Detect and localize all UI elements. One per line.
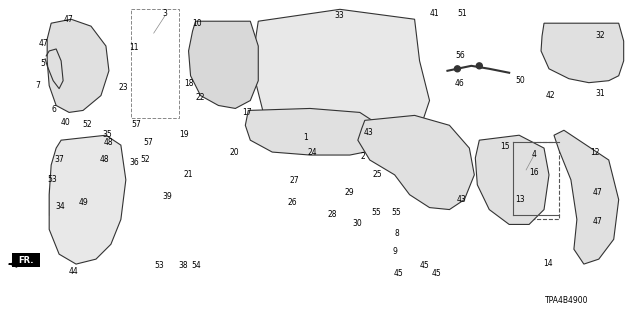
Text: 49: 49 (78, 198, 88, 207)
PathPatch shape (245, 108, 385, 155)
Text: 3: 3 (162, 9, 167, 18)
Text: 6: 6 (52, 106, 56, 115)
Text: TPA4B4900: TPA4B4900 (545, 296, 589, 305)
Text: 25: 25 (373, 170, 383, 179)
PathPatch shape (358, 116, 474, 210)
Text: 12: 12 (590, 148, 600, 157)
Text: 43: 43 (364, 128, 374, 137)
Text: 26: 26 (287, 198, 297, 207)
Text: 8: 8 (394, 229, 399, 238)
Text: 2: 2 (360, 152, 365, 161)
Text: 40: 40 (60, 118, 70, 127)
Text: 9: 9 (392, 247, 397, 256)
Text: FR.: FR. (19, 256, 34, 265)
Text: 23: 23 (118, 83, 127, 92)
Text: 47: 47 (593, 218, 603, 227)
Text: 16: 16 (529, 168, 539, 177)
PathPatch shape (47, 19, 109, 112)
Text: 48: 48 (104, 138, 114, 147)
Text: 39: 39 (163, 192, 173, 201)
PathPatch shape (476, 135, 549, 224)
Text: 46: 46 (454, 79, 464, 88)
Text: 52: 52 (140, 155, 150, 164)
Text: 57: 57 (143, 138, 152, 147)
Text: 30: 30 (352, 220, 362, 228)
Text: 32: 32 (595, 31, 605, 40)
Text: 45: 45 (394, 269, 404, 278)
Text: 55: 55 (371, 208, 381, 217)
Text: 48: 48 (100, 155, 109, 164)
Text: 55: 55 (392, 208, 401, 217)
Text: 56: 56 (456, 51, 465, 60)
Text: 31: 31 (595, 89, 605, 98)
Text: 42: 42 (545, 91, 555, 100)
Text: 10: 10 (192, 19, 202, 28)
Text: 24: 24 (307, 148, 317, 157)
Text: 21: 21 (184, 170, 193, 179)
Text: 22: 22 (196, 92, 205, 101)
Text: 38: 38 (179, 261, 188, 270)
Text: 7: 7 (36, 81, 41, 90)
Text: 54: 54 (191, 261, 202, 270)
Text: 28: 28 (327, 210, 337, 219)
Text: 35: 35 (102, 130, 112, 139)
Bar (131, 9, 179, 118)
Text: 14: 14 (543, 259, 553, 268)
Text: 19: 19 (179, 130, 188, 139)
Text: 47: 47 (63, 15, 73, 24)
Text: 4: 4 (532, 150, 536, 159)
Text: 44: 44 (68, 267, 78, 276)
Text: 45: 45 (420, 261, 429, 270)
Text: 29: 29 (344, 188, 354, 197)
PathPatch shape (49, 135, 126, 264)
Text: 43: 43 (456, 195, 467, 204)
Text: 15: 15 (500, 142, 510, 151)
Circle shape (476, 63, 483, 69)
PathPatch shape (255, 9, 429, 150)
Text: 18: 18 (184, 79, 193, 88)
Text: 53: 53 (155, 261, 164, 270)
Text: 37: 37 (54, 155, 64, 164)
Bar (49, 188, 99, 214)
Text: 34: 34 (55, 202, 65, 211)
Text: 13: 13 (515, 195, 525, 204)
Text: 1: 1 (304, 133, 308, 142)
Text: 5: 5 (41, 59, 45, 68)
Bar (513, 142, 559, 220)
Text: 20: 20 (230, 148, 239, 157)
Text: 51: 51 (458, 9, 467, 18)
Circle shape (454, 66, 460, 72)
Text: 41: 41 (429, 9, 439, 18)
Text: 33: 33 (334, 11, 344, 20)
Text: 27: 27 (289, 176, 299, 185)
Text: 47: 47 (38, 39, 48, 48)
Text: 17: 17 (243, 108, 252, 117)
Text: 36: 36 (129, 158, 139, 167)
FancyBboxPatch shape (12, 253, 40, 267)
Text: 50: 50 (515, 76, 525, 85)
Text: 53: 53 (47, 175, 57, 184)
PathPatch shape (541, 23, 623, 83)
Text: 11: 11 (129, 43, 139, 52)
Text: 45: 45 (431, 269, 442, 278)
PathPatch shape (189, 21, 259, 108)
Text: 52: 52 (82, 120, 92, 129)
Text: 57: 57 (131, 120, 141, 129)
PathPatch shape (554, 130, 619, 264)
Text: 47: 47 (593, 188, 603, 197)
